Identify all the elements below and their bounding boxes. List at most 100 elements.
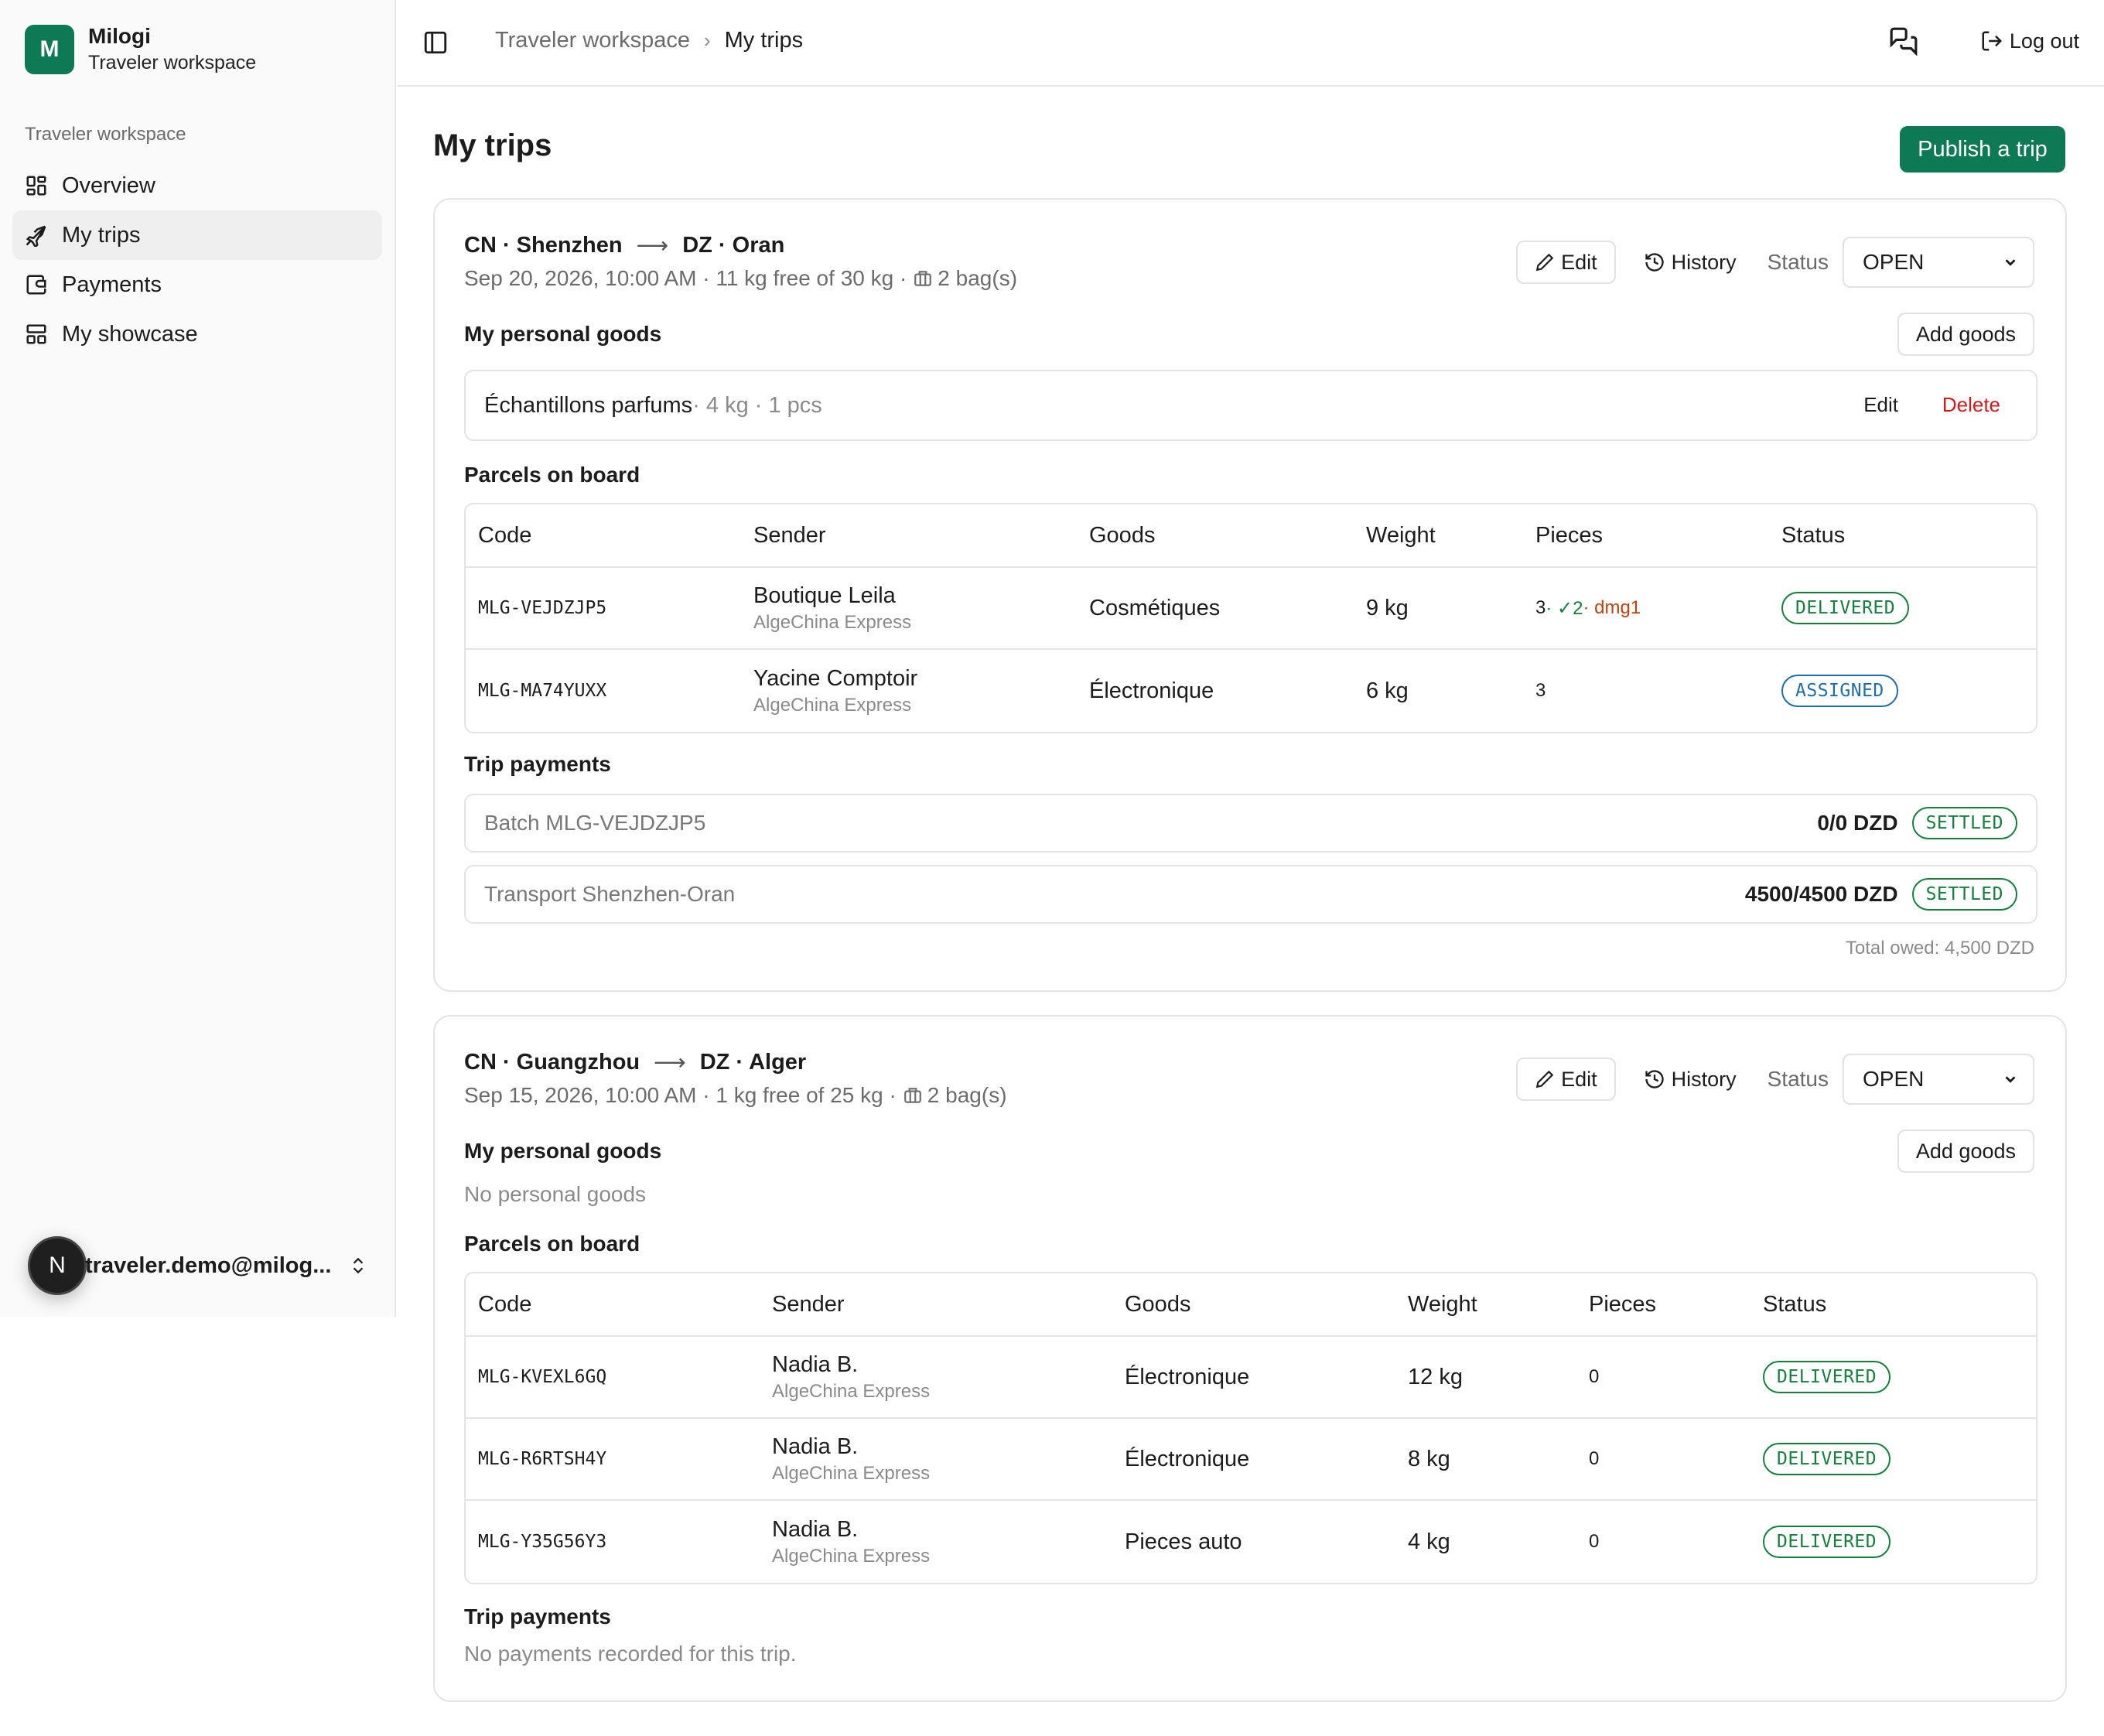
- messages-icon[interactable]: [1889, 26, 1918, 56]
- status-badge: SETTLED: [1911, 807, 2017, 839]
- parcel-goods: Électronique: [1089, 678, 1214, 703]
- brand[interactable]: M Milogi Traveler workspace: [25, 23, 256, 76]
- goods-detail: · 4 kg · 1 pcs: [692, 392, 822, 418]
- add-goods-button[interactable]: Add goods: [1897, 313, 2034, 356]
- sidebar-item-overview[interactable]: Overview: [12, 161, 382, 210]
- edit-trip-button[interactable]: Edit: [1516, 241, 1616, 284]
- payment-row[interactable]: Batch MLG-VEJDZJP5 0/0 DZD SETTLED: [464, 794, 2037, 853]
- plane-icon: [26, 225, 46, 247]
- payment-row[interactable]: Transport Shenzhen-Oran 4500/4500 DZD SE…: [464, 865, 2037, 924]
- sidebar-item-label: My showcase: [62, 321, 198, 347]
- breadcrumb-current: My trips: [724, 28, 804, 53]
- trip-meta-text: Sep 20, 2026, 10:00 AM · 11 kg free of 3…: [464, 266, 907, 290]
- trip-meta-text: Sep 15, 2026, 10:00 AM · 1 kg free of 25…: [464, 1083, 897, 1107]
- trip-status-select[interactable]: OPEN: [1843, 237, 2034, 288]
- route-origin: CN · Shenzhen: [464, 233, 623, 258]
- sidebar-item-label: My trips: [62, 222, 141, 248]
- sidebar-item-label: Overview: [62, 173, 155, 198]
- luggage-icon: [914, 271, 932, 286]
- trip-card: CN · Guangzhou ⟶ DZ · Alger Sep 15, 2026…: [433, 1015, 2067, 1702]
- sidebar-item-my-trips[interactable]: My trips: [12, 210, 382, 260]
- status-badge: DELIVERED: [1763, 1443, 1891, 1475]
- sidebar-nav: Overview My trips Payments My showcase: [12, 161, 382, 359]
- column-header-sender: Sender: [772, 1291, 845, 1317]
- chevrons-up-down-icon: [353, 1257, 364, 1274]
- parcel-company: AlgeChina Express: [772, 1380, 931, 1402]
- table-row[interactable]: MLG-MA74YUXX Yacine Comptoir AlgeChina E…: [466, 650, 2036, 732]
- pencil-icon: [1535, 253, 1554, 272]
- parcel-code: MLG-KVEXL6GQ: [478, 1367, 607, 1387]
- layout-icon: [26, 324, 46, 344]
- trip-route: CN · Shenzhen ⟶ DZ · Oran: [464, 232, 784, 259]
- sidebar-item-my-showcase[interactable]: My showcase: [12, 309, 382, 359]
- column-header-sender: Sender: [753, 522, 826, 548]
- route-arrow-icon: ⟶: [636, 234, 669, 258]
- parcel-company: AlgeChina Express: [772, 1462, 931, 1484]
- sidebar-group-label: Traveler workspace: [25, 124, 186, 145]
- trip-status-select[interactable]: OPEN: [1843, 1054, 2034, 1105]
- breadcrumb-item[interactable]: Traveler workspace: [495, 28, 690, 53]
- brand-logo: M: [25, 25, 74, 74]
- parcels-table: Code Sender Goods Weight Pieces Status M…: [464, 503, 2037, 733]
- history-icon: [1645, 1070, 1664, 1088]
- parcel-sender: Boutique Leila: [753, 583, 896, 608]
- parcel-sender: Nadia B.: [772, 1434, 859, 1459]
- brand-name: Milogi: [88, 24, 151, 48]
- parcel-pieces: 3 · ✓2 · dmg1: [1535, 568, 1641, 648]
- history-icon: [1645, 253, 1664, 272]
- table-row[interactable]: MLG-R6RTSH4Y Nadia B. AlgeChina Express …: [466, 1419, 2036, 1501]
- luggage-icon: [903, 1088, 921, 1103]
- sidebar-toggle-icon[interactable]: [422, 29, 449, 56]
- total-owed: Total owed: 4,500 DZD: [1845, 938, 2034, 959]
- chevron-down-icon: [2005, 1076, 2016, 1083]
- pieces-count: 3: [1535, 597, 1546, 618]
- avatar: N: [28, 1236, 87, 1295]
- table-header: Code Sender Goods Weight Pieces Status: [466, 504, 2036, 568]
- trip-status-value: OPEN: [1863, 1067, 1925, 1091]
- page-title: My trips: [433, 128, 552, 162]
- chevron-down-icon: [2005, 259, 2016, 266]
- table-row[interactable]: MLG-KVEXL6GQ Nadia B. AlgeChina Express …: [466, 1337, 2036, 1419]
- history-label: History: [1671, 250, 1737, 274]
- trip-payments-title: Trip payments: [464, 752, 611, 776]
- edit-label: Edit: [1561, 1067, 1597, 1091]
- parcel-weight: 4 kg: [1408, 1529, 1450, 1554]
- parcel-weight: 9 kg: [1366, 595, 1409, 620]
- user-menu[interactable]: N traveler.demo@milog...: [28, 1229, 377, 1303]
- history-button[interactable]: History: [1627, 1058, 1754, 1101]
- edit-trip-button[interactable]: Edit: [1516, 1058, 1616, 1101]
- parcels-title: Parcels on board: [464, 463, 640, 487]
- column-header-pieces: Pieces: [1589, 1291, 1657, 1317]
- goods-edit-button[interactable]: Edit: [1863, 393, 1898, 416]
- parcel-goods: Électronique: [1125, 1446, 1250, 1471]
- history-label: History: [1671, 1067, 1737, 1091]
- trip-card: CN · Shenzhen ⟶ DZ · Oran Sep 20, 2026, …: [433, 198, 2067, 992]
- sidebar-item-payments[interactable]: Payments: [12, 260, 382, 309]
- publish-trip-button[interactable]: Publish a trip: [1900, 126, 2065, 173]
- trip-route: CN · Guangzhou ⟶ DZ · Alger: [464, 1049, 806, 1076]
- status-badge: SETTLED: [1911, 878, 2017, 911]
- parcel-code: MLG-MA74YUXX: [478, 681, 607, 701]
- no-payments-text: No payments recorded for this trip.: [464, 1642, 797, 1666]
- table-row[interactable]: MLG-Y35G56Y3 Nadia B. AlgeChina Express …: [466, 1501, 2036, 1583]
- brand-subtitle: Traveler workspace: [88, 52, 257, 73]
- payment-amount: 4500/4500 DZD: [1744, 882, 1898, 906]
- column-header-status: Status: [1763, 1291, 1827, 1317]
- breadcrumb: Traveler workspace › My trips: [495, 28, 803, 53]
- parcel-sender: Nadia B.: [772, 1352, 859, 1377]
- table-row[interactable]: MLG-VEJDZJP5 Boutique Leila AlgeChina Ex…: [466, 568, 2036, 650]
- parcel-company: AlgeChina Express: [772, 1545, 931, 1567]
- status-badge: ASSIGNED: [1781, 675, 1898, 707]
- add-goods-button[interactable]: Add goods: [1897, 1129, 2034, 1173]
- user-email: traveler.demo@milog...: [85, 1252, 332, 1278]
- parcel-code: MLG-Y35G56Y3: [478, 1532, 607, 1552]
- parcel-weight: 12 kg: [1408, 1364, 1463, 1389]
- goods-delete-button[interactable]: Delete: [1942, 393, 2000, 416]
- history-button[interactable]: History: [1627, 241, 1754, 284]
- logout-button[interactable]: Log out: [1980, 29, 2079, 53]
- no-goods-text: No personal goods: [464, 1182, 647, 1206]
- column-header-code: Code: [478, 522, 532, 548]
- trip-payments-title: Trip payments: [464, 1604, 611, 1628]
- parcel-weight: 8 kg: [1408, 1446, 1450, 1471]
- status-badge: DELIVERED: [1763, 1526, 1891, 1558]
